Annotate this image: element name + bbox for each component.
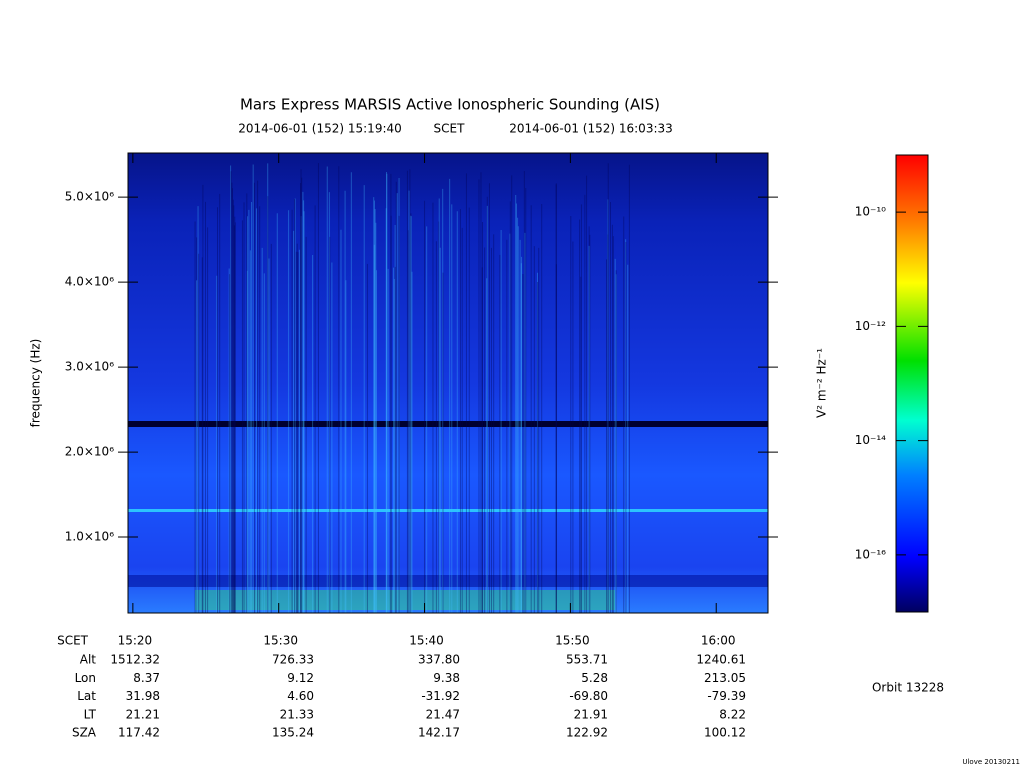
- ephemeris-value: 31.98: [126, 689, 160, 703]
- ephemeris-value: 1240.61: [696, 653, 746, 667]
- spectrogram-band: [128, 509, 768, 512]
- ephemeris-value: 1512.32: [110, 653, 160, 667]
- ephemeris-label: Alt: [80, 653, 97, 667]
- ephemeris-value: 4.60: [287, 689, 314, 703]
- x-tick-label: 15:30: [263, 634, 298, 648]
- ephemeris-label: Lat: [77, 689, 96, 703]
- y-tick-label: 1.0×10⁶: [65, 530, 114, 544]
- ephemeris-value: 5.28: [581, 671, 608, 685]
- colorbar-tick-label: 10⁻¹⁰: [855, 205, 886, 219]
- ephemeris-label: SZA: [72, 726, 97, 740]
- colorbar-label: V² m⁻² Hz⁻¹: [815, 348, 829, 418]
- y-tick-label: 3.0×10⁶: [65, 360, 114, 374]
- colorbar-tick-label: 10⁻¹²: [855, 319, 886, 333]
- ephemeris-value: 8.37: [133, 671, 160, 685]
- spectrogram-band: [128, 575, 768, 587]
- ephemeris-value: 9.38: [433, 671, 460, 685]
- ephemeris-value: 21.47: [426, 707, 460, 721]
- plot-frame: [127, 152, 769, 614]
- end-time: 2014-06-01 (152) 16:03:33: [509, 122, 673, 136]
- y-tick-label: 2.0×10⁶: [65, 445, 114, 459]
- ephemeris-value: 135.24: [272, 726, 314, 740]
- y-tick-label: 5.0×10⁶: [65, 190, 114, 204]
- footer: Ulove 20130211: [962, 758, 1020, 766]
- x-tick-label: 15:50: [555, 634, 590, 648]
- x-tick-label: 16:00: [701, 634, 736, 648]
- start-time: 2014-06-01 (152) 15:19:40: [238, 122, 402, 136]
- ephemeris-value: 122.92: [566, 726, 608, 740]
- ephemeris-value: 8.22: [719, 707, 746, 721]
- ephemeris-value: 21.21: [126, 707, 160, 721]
- spectrogram-image: [128, 153, 768, 613]
- ephemeris-value: 117.42: [118, 726, 160, 740]
- x-tick-label: 15:40: [409, 634, 444, 648]
- ephemeris-value: 337.80: [418, 653, 460, 667]
- ephemeris-value: -69.80: [569, 689, 608, 703]
- spectrogram-band: [128, 421, 768, 427]
- colorbar-tick-label: 10⁻¹⁶: [855, 547, 886, 561]
- ephemeris-value: 9.12: [287, 671, 314, 685]
- y-axis-label: frequency (Hz): [29, 339, 43, 428]
- time-system: SCET: [434, 122, 466, 136]
- ephemeris-label: Lon: [75, 671, 96, 685]
- colorbar: [895, 154, 929, 613]
- chart-title: Mars Express MARSIS Active Ionospheric S…: [240, 96, 660, 114]
- ephemeris-value: 726.33: [272, 653, 314, 667]
- y-tick-label: 4.0×10⁶: [65, 275, 114, 289]
- orbit: Orbit 13228: [872, 681, 944, 695]
- colorbar-tick-label: 10⁻¹⁴: [855, 433, 886, 447]
- spectrogram-background: [128, 153, 768, 613]
- ephemeris-value: 142.17: [418, 726, 460, 740]
- ephemeris-value: -31.92: [421, 689, 460, 703]
- ephemeris-value: 21.33: [280, 707, 314, 721]
- ephemeris-value: -79.39: [707, 689, 746, 703]
- spectrogram-band: [195, 590, 615, 610]
- ephemeris-label: SCET: [57, 634, 89, 648]
- ephemeris-value: 213.05: [704, 671, 746, 685]
- x-tick-label: 15:20: [118, 634, 153, 648]
- ephemeris-value: 21.91: [574, 707, 608, 721]
- ephemeris-value: 100.12: [704, 726, 746, 740]
- ephemeris-label: LT: [84, 707, 97, 721]
- ephemeris-value: 553.71: [566, 653, 608, 667]
